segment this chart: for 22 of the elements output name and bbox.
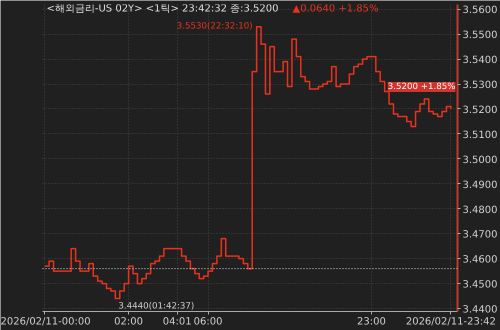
y-tick-label: 3.5600: [462, 5, 498, 16]
y-tick-label: 3.4900: [462, 180, 498, 191]
y-tick-label: 3.5500: [462, 30, 498, 42]
y-tick-label: 3.4500: [462, 280, 498, 291]
y-tick-label: 3.5000: [462, 154, 498, 166]
y-tick-label: 3.5200: [462, 104, 498, 116]
y-tick-label: 3.5300: [462, 80, 498, 92]
x-tick-label: 02:00: [114, 316, 144, 328]
x-tick-label: 2026/02/11-23:42: [406, 316, 496, 328]
annotation: 3.5200 +1.85%: [388, 82, 456, 92]
x-tick-label: 23:00: [357, 316, 386, 328]
x-tick-label: 2026/02/11-00:00: [0, 316, 91, 328]
x-tick-label: 06:00: [194, 316, 222, 328]
annotation: 3.5530(22:32:10): [176, 22, 253, 32]
y-tick-label: 3.4700: [462, 230, 498, 241]
y-tick-label: 3.4600: [462, 254, 498, 266]
y-tick-label: 3.5400: [462, 55, 498, 66]
y-tick-label: 3.4800: [462, 204, 498, 216]
x-tick-label: 04:01: [162, 316, 192, 328]
y-tick-label: 3.5100: [462, 130, 498, 141]
y-tick-label: 3.4400: [462, 304, 498, 316]
annotation: 3.4440(01:42:37): [118, 302, 194, 312]
